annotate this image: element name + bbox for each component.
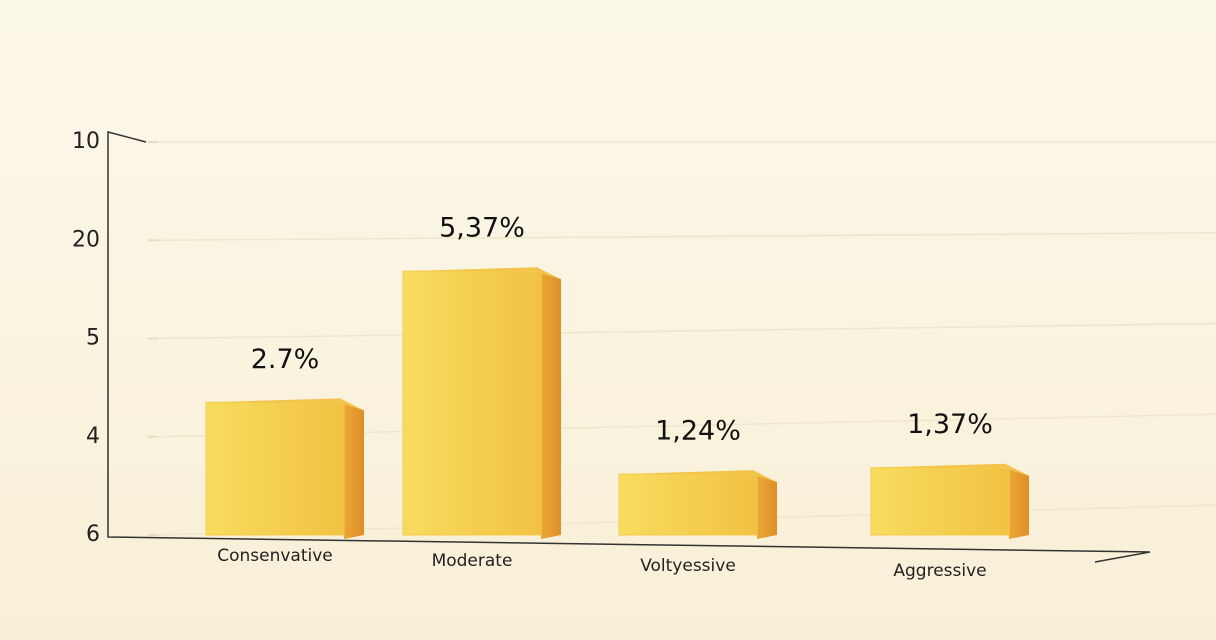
y-tick-label: 20 bbox=[72, 227, 100, 252]
grid-line bbox=[157, 232, 1216, 241]
value-label: 1,37% bbox=[907, 409, 993, 440]
bar bbox=[205, 401, 345, 536]
y-tick-label: 5 bbox=[86, 326, 100, 351]
x-tick-label: Voltyessive bbox=[640, 556, 736, 576]
value-label: 1,24% bbox=[655, 416, 741, 447]
bar-top bbox=[619, 470, 777, 483]
value-label: 2.7% bbox=[251, 344, 320, 375]
bar-top bbox=[871, 463, 1029, 476]
x-tick-label: Moderate bbox=[432, 551, 513, 571]
y-tick-label: 4 bbox=[86, 424, 100, 449]
bar-side bbox=[344, 402, 364, 539]
bar-top bbox=[403, 267, 561, 280]
bar-side bbox=[541, 271, 561, 539]
bar bbox=[402, 270, 542, 536]
axis-frame bbox=[107, 131, 1151, 563]
bar-side bbox=[1009, 467, 1029, 539]
grid-line bbox=[157, 322, 1216, 340]
x-tick-label: Aggressive bbox=[893, 561, 986, 581]
y-tick-label: 10 bbox=[72, 129, 100, 154]
bar-side bbox=[757, 474, 777, 539]
bar bbox=[870, 467, 1010, 536]
bar bbox=[618, 473, 758, 536]
x-tick-label: Consenvative bbox=[217, 546, 333, 566]
y-tick-label: 6 bbox=[86, 522, 100, 547]
bar-top bbox=[206, 398, 364, 411]
value-label: 5,37% bbox=[439, 213, 525, 244]
